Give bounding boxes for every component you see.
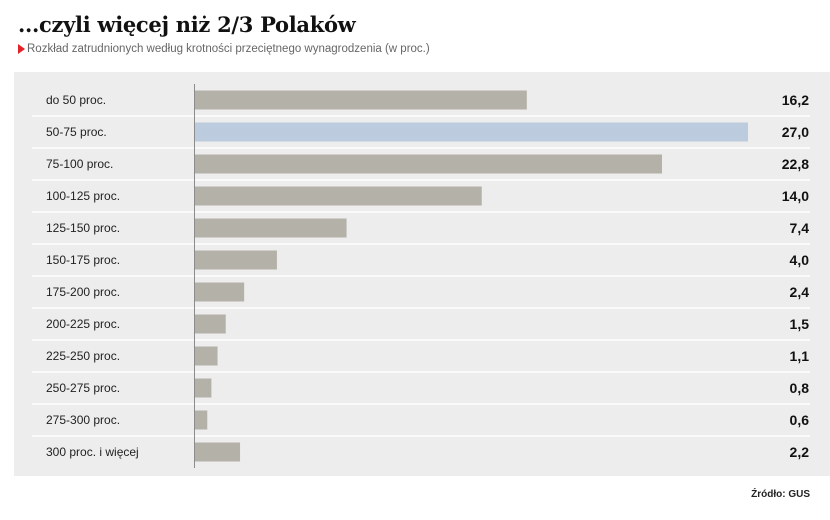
value-label: 27,0 bbox=[782, 124, 809, 140]
value-label: 16,2 bbox=[782, 92, 809, 108]
category-label: 50-75 proc. bbox=[46, 125, 107, 139]
value-label: 14,0 bbox=[782, 188, 809, 204]
category-label: 150-175 proc. bbox=[46, 253, 120, 267]
bar bbox=[195, 122, 748, 142]
value-label: 2,2 bbox=[790, 444, 810, 460]
chart-title: ...czyli więcej niż 2/3 Polaków bbox=[18, 12, 356, 37]
value-label: 4,0 bbox=[790, 252, 810, 268]
chart-subtitle: Rozkład zatrudnionych według krotności p… bbox=[18, 43, 430, 55]
value-label: 0,8 bbox=[790, 380, 810, 396]
bar bbox=[195, 442, 241, 462]
chart-subtitle-text: Rozkład zatrudnionych według krotności p… bbox=[27, 43, 430, 55]
value-label: 2,4 bbox=[790, 284, 810, 300]
category-label: 300 proc. i więcej bbox=[46, 445, 139, 459]
category-label: 75-100 proc. bbox=[46, 157, 113, 171]
bar bbox=[195, 186, 482, 206]
bar-chart: do 50 proc. 16,2 50-75 proc. 27,0 75-100 pro… bbox=[32, 84, 810, 468]
category-label: 250-275 proc. bbox=[46, 381, 120, 395]
bar bbox=[195, 282, 245, 302]
source-note: Źródło: GUS bbox=[751, 489, 810, 500]
red-triangle-icon bbox=[18, 44, 25, 54]
chart-panel: do 50 proc. 16,2 50-75 proc. 27,0 75-100 pro… bbox=[14, 72, 830, 476]
category-label: 225-250 proc. bbox=[46, 349, 120, 363]
bar bbox=[195, 410, 208, 430]
bar bbox=[195, 218, 347, 238]
category-label: do 50 proc. bbox=[46, 93, 106, 107]
bar bbox=[195, 314, 226, 334]
value-label: 1,1 bbox=[790, 348, 810, 364]
category-label: 200-225 proc. bbox=[46, 317, 120, 331]
value-label: 7,4 bbox=[790, 220, 810, 236]
value-label: 0,6 bbox=[790, 412, 810, 428]
category-label: 125-150 proc. bbox=[46, 221, 120, 235]
category-label: 275-300 proc. bbox=[46, 413, 120, 427]
value-label: 22,8 bbox=[782, 156, 809, 172]
bar bbox=[195, 90, 527, 110]
category-label: 100-125 proc. bbox=[46, 189, 120, 203]
bar bbox=[195, 346, 218, 366]
bar bbox=[195, 250, 277, 270]
bar bbox=[195, 154, 662, 174]
value-label: 1,5 bbox=[790, 316, 810, 332]
category-label: 175-200 proc. bbox=[46, 285, 120, 299]
bar bbox=[195, 378, 212, 398]
